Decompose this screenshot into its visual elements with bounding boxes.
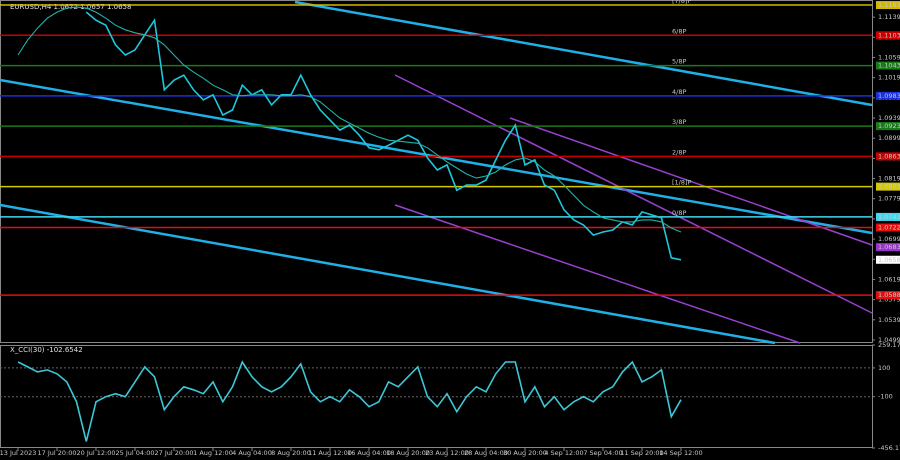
- level-label: [7/8]P: [672, 0, 692, 5]
- y-tick-label: 100: [878, 364, 890, 372]
- price-box: [876, 61, 900, 70]
- price-box: [876, 182, 900, 191]
- price-box-label: 1.0983: [878, 92, 900, 100]
- channel-line: [394, 74, 873, 314]
- x-tick-label: 20 Jul 12:00: [77, 449, 116, 457]
- y-tick-label: 1.0499: [878, 336, 900, 344]
- price-box: [876, 212, 900, 221]
- x-tick-label: 4 Sep 12:00: [544, 449, 583, 457]
- x-tick-label: 4 Aug 04:00: [232, 449, 272, 457]
- level-label: 2/8P: [672, 148, 686, 156]
- indicator-title: X_CCI(30) -102.6542: [10, 346, 83, 354]
- trend-lines: [0, 0, 873, 345]
- y-tick-label: 259.1705: [878, 341, 900, 349]
- level-label: 5/8P: [672, 58, 686, 66]
- chart-title: EURUSD,H4 1.0672 1.0657 1.0658: [10, 3, 131, 11]
- x-tick-label: 28 Aug 04:00: [464, 449, 508, 457]
- price-box: [876, 291, 900, 300]
- x-tick-label: 25 Jul 04:00: [116, 449, 155, 457]
- price-box: [876, 31, 900, 40]
- x-tick-label: 8 Aug 20:00: [271, 449, 311, 457]
- price-box: [876, 91, 900, 100]
- price-box: [876, 152, 900, 161]
- y-tick-label: -100: [878, 393, 893, 401]
- price-box-label: 1.0923: [878, 122, 900, 130]
- main-panel: [0, 0, 873, 343]
- y-tick-label: 1.1059: [878, 54, 900, 62]
- y-tick-label: 1.0779: [878, 195, 900, 203]
- price-box: [876, 243, 900, 252]
- level-label: 4/8P: [672, 88, 686, 96]
- price-box-label: 1.0803: [878, 183, 900, 191]
- y-tick-label: 1.0699: [878, 235, 900, 243]
- price-box-label: 1.0722: [878, 223, 900, 231]
- price-box-label: 1.0683: [878, 243, 900, 251]
- level-label: 6/8P: [672, 27, 686, 35]
- x-tick-label: 11 Aug 12:00: [308, 449, 352, 457]
- x-tick-label: 23 Aug 12:00: [425, 449, 469, 457]
- price-box-label: 1.0863: [878, 152, 900, 160]
- price-box: [876, 122, 900, 131]
- x-tick-label: 14 Sep 12:00: [659, 449, 702, 457]
- y-tick-label: 1.1019: [878, 74, 900, 82]
- x-tick-label: 11 Sep 20:00: [620, 449, 663, 457]
- price-box: [876, 1, 900, 10]
- price-box-label: 1.1163: [878, 1, 900, 9]
- channel-line: [394, 204, 801, 344]
- series-line: [85, 11, 682, 261]
- y-tick-label: -456.177: [878, 444, 900, 452]
- level-label: 0/8P: [672, 209, 686, 217]
- y-tick-label: 1.0939: [878, 114, 900, 122]
- channel-line: [509, 117, 873, 246]
- level-label: 3/8P: [672, 118, 686, 126]
- y-tick-label: 1.1139: [878, 13, 900, 21]
- y-tick-label: 1.0899: [878, 134, 900, 142]
- price-box-label: 1.0588: [878, 291, 900, 299]
- price-box: [876, 223, 900, 232]
- x-tick-label: 27 Jul 20:00: [155, 449, 194, 457]
- x-tick-label: 30 Aug 20:00: [503, 449, 547, 457]
- trend-line: [0, 203, 776, 345]
- level-label: [1/8]P: [672, 179, 692, 187]
- price-box-label: 1.1043: [878, 62, 900, 70]
- y-tick-label: 1.0619: [878, 275, 900, 283]
- x-tick-label: 18 Aug 20:00: [386, 449, 430, 457]
- x-tick-label: 16 Aug 04:00: [347, 449, 391, 457]
- price-box-label: 1.0743: [878, 213, 900, 221]
- price-box: [876, 255, 900, 264]
- price-box-label: 1.1103: [878, 31, 900, 39]
- x-tick-label: 17 Jul 20:00: [38, 449, 77, 457]
- price-box-label: 1.0658: [878, 256, 900, 264]
- series-line: [17, 360, 682, 442]
- y-tick-label: 1.0579: [878, 296, 900, 304]
- x-tick-label: 1 Aug 12:00: [193, 449, 233, 457]
- y-tick-label: 1.0539: [878, 316, 900, 324]
- series-line: [17, 6, 682, 233]
- x-tick-label: 7 Sep 04:00: [583, 449, 622, 457]
- trend-line: [294, 0, 873, 107]
- y-tick-label: 1.0819: [878, 175, 900, 183]
- x-tick-label: 13 Jul 2023: [0, 449, 36, 457]
- channel-lines: [394, 74, 873, 344]
